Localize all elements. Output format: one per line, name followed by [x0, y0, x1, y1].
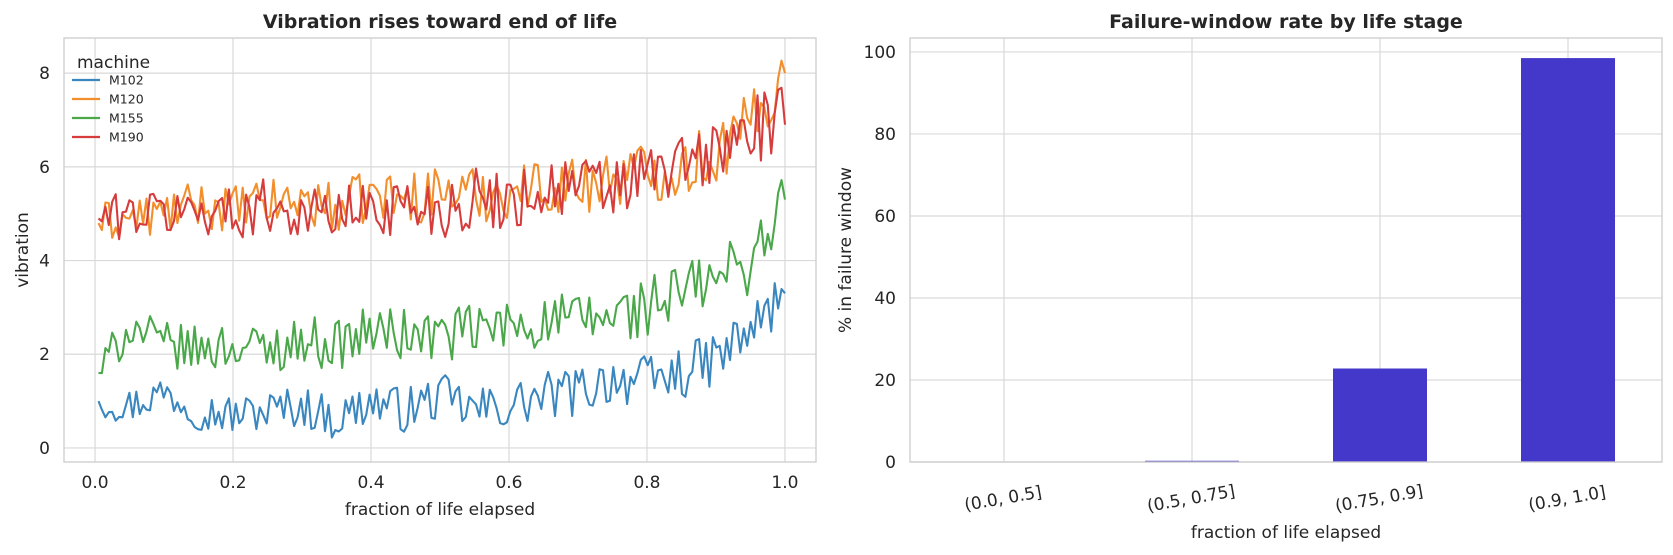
- series-line-m155: [98, 179, 787, 375]
- left-x-tick-label: 0.4: [357, 473, 384, 493]
- left-y-axis-label: vibration: [13, 212, 33, 288]
- right-x-axis-label: fraction of life elapsed: [1191, 523, 1381, 543]
- right-bars: [1145, 58, 1615, 463]
- right-x-tick-label: (0.75, 0.9]: [1334, 482, 1425, 517]
- right-y-axis-label: % in failure window: [836, 167, 856, 333]
- left-chart-title: Vibration rises toward end of life: [263, 11, 617, 33]
- left-grid: [64, 38, 816, 462]
- left-y-tick-label: 8: [39, 64, 50, 84]
- right-x-tick-label: (0.0, 0.5]: [963, 482, 1043, 515]
- right-y-tick-label: 80: [874, 125, 896, 145]
- left-x-axis-label: fraction of life elapsed: [345, 500, 535, 520]
- right-y-tick-label: 100: [864, 43, 896, 63]
- right-y-tick-label: 60: [874, 207, 896, 227]
- left-axes-frame: [63, 37, 817, 463]
- right-x-tick-label: (0.9, 1.0]: [1527, 482, 1607, 515]
- left-x-tick-label: 0.6: [495, 473, 522, 493]
- vibration-line-chart: Vibration rises toward end of life 0.0 0.…: [13, 11, 817, 520]
- legend-label-m190: M190: [109, 130, 144, 145]
- right-y-tick-label: 20: [874, 371, 896, 391]
- left-series-lines: [97, 59, 787, 439]
- right-axes-frame: [909, 37, 1663, 463]
- left-y-tick-label: 4: [39, 252, 50, 272]
- series-line-m190: [97, 86, 787, 241]
- legend-label-m102: M102: [109, 73, 144, 88]
- left-x-tick-label: 1.0: [771, 473, 798, 493]
- left-x-tick-label: 0.0: [82, 473, 109, 493]
- failure-rate-bar-chart: Failure-window rate by life stage 0 20 40 6…: [836, 11, 1663, 543]
- right-tick-labels: 0 20 40 60 80 100 (0.0, 0.5] (0.5, 0.75] (0.75, …: [864, 43, 1608, 517]
- left-tick-labels: 0.0 0.2 0.4 0.6 0.8 1.0 0 2 4 6 8: [39, 64, 798, 493]
- bar-2: [1333, 368, 1427, 462]
- left-x-tick-label: 0.2: [220, 473, 247, 493]
- legend-title: machine: [77, 53, 150, 73]
- right-chart-title: Failure-window rate by life stage: [1109, 11, 1463, 33]
- left-y-tick-label: 6: [39, 158, 50, 178]
- right-x-tick-label: (0.5, 0.75]: [1146, 482, 1237, 517]
- right-y-tick-label: 0: [885, 453, 896, 473]
- right-y-tick-label: 40: [874, 289, 896, 309]
- left-x-tick-label: 0.8: [633, 473, 660, 493]
- bar-3: [1521, 58, 1615, 463]
- legend: machine M102 M120 M155 M190: [72, 53, 150, 145]
- legend-label-m155: M155: [109, 111, 144, 126]
- legend-label-m120: M120: [109, 92, 144, 107]
- series-line-m102: [97, 282, 786, 439]
- left-y-tick-label: 2: [39, 345, 50, 365]
- left-y-tick-label: 0: [39, 439, 50, 459]
